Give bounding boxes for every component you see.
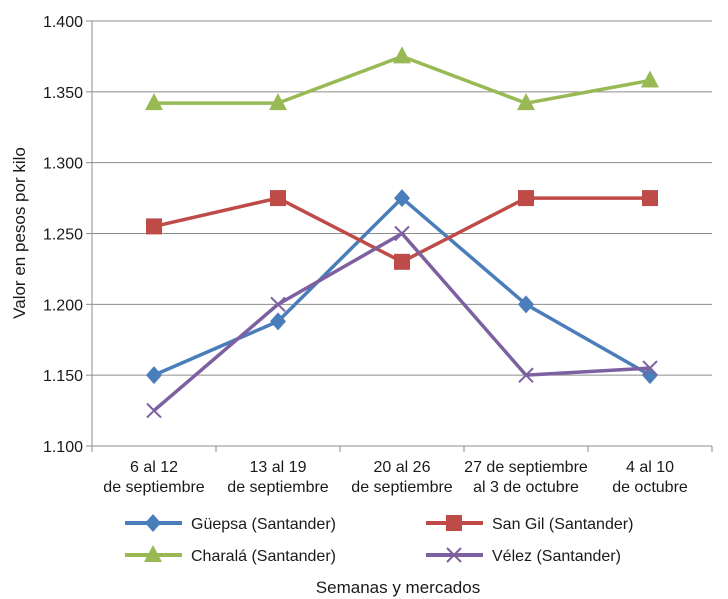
data-point <box>145 93 163 111</box>
y-tick-label: 1.100 <box>43 439 83 456</box>
data-point <box>146 366 162 385</box>
data-point <box>641 70 659 88</box>
legend-item: Vélez (Santander) <box>426 547 621 565</box>
series-line <box>153 196 650 264</box>
x-tick-label: 6 al 12 de septiembre <box>103 459 204 496</box>
y-tick-label: 1.350 <box>43 85 83 102</box>
y-tick-labels: 1.100 1.150 1.200 1.250 1.300 1.350 1.400 <box>43 14 83 456</box>
marker-x-stroke <box>446 547 462 563</box>
data-point <box>517 93 535 111</box>
legend-marker <box>145 514 161 532</box>
legend-item: Güepsa (Santander) <box>125 514 336 533</box>
x-tick-label: 4 al 10 de octubre <box>612 459 688 496</box>
data-point <box>146 218 162 235</box>
data-point <box>270 312 286 331</box>
series-line <box>154 54 651 105</box>
marker-x-stroke <box>146 402 162 419</box>
legend-label: Charalá (Santander) <box>191 548 336 565</box>
legend-marker <box>144 545 162 562</box>
data-point <box>269 93 287 111</box>
y-axis-title: Valor en pesos por kilo <box>10 147 29 319</box>
data-point <box>518 190 534 207</box>
data-point <box>270 296 286 313</box>
x-axis-title: Semanas y mercados <box>316 578 480 597</box>
data-point <box>394 253 410 270</box>
marker-x-stroke <box>394 225 410 242</box>
data-point <box>146 402 162 419</box>
x-tick-label: 20 al 26 de septiembre <box>351 459 452 496</box>
y-tick-label: 1.250 <box>43 227 83 244</box>
y-tick-label: 1.300 <box>43 156 83 173</box>
y-tick-label: 1.200 <box>43 297 83 314</box>
data-point <box>270 190 286 207</box>
data-point <box>394 225 410 242</box>
series-group <box>145 46 659 419</box>
marker-x-stroke <box>270 296 286 313</box>
data-point <box>642 360 658 376</box>
legend-marker <box>446 515 462 531</box>
y-tick-label: 1.400 <box>43 14 83 31</box>
data-point <box>642 190 658 207</box>
marker-x-stroke <box>642 360 658 376</box>
legend-label: San Gil (Santander) <box>492 516 633 533</box>
data-point <box>394 189 410 208</box>
x-tick-labels: 6 al 12 de septiembre 13 al 19 de septiembr… <box>103 459 688 496</box>
x-tick-label: 13 al 19 de septiembre <box>227 459 328 496</box>
data-point <box>393 46 411 64</box>
legend-label: Güepsa (Santander) <box>191 516 336 533</box>
legend-label: Vélez (Santander) <box>492 548 621 565</box>
marker-x-stroke <box>518 367 534 383</box>
legend-marker <box>446 547 462 563</box>
series-0 <box>146 189 658 385</box>
x-tick-label: 27 de septiembre al 3 de octubre <box>464 459 588 496</box>
axes <box>86 20 713 452</box>
legend-item: Charalá (Santander) <box>125 545 336 565</box>
series-2 <box>145 46 659 111</box>
legend-item: San Gil (Santander) <box>426 515 633 533</box>
data-point <box>518 367 534 383</box>
y-tick-label: 1.150 <box>43 368 83 385</box>
data-point <box>518 295 534 314</box>
data-point <box>642 366 658 385</box>
series-3 <box>146 225 658 419</box>
legend: Güepsa (Santander) San Gil (Santander) Cha… <box>125 514 633 565</box>
series-1 <box>146 190 658 270</box>
